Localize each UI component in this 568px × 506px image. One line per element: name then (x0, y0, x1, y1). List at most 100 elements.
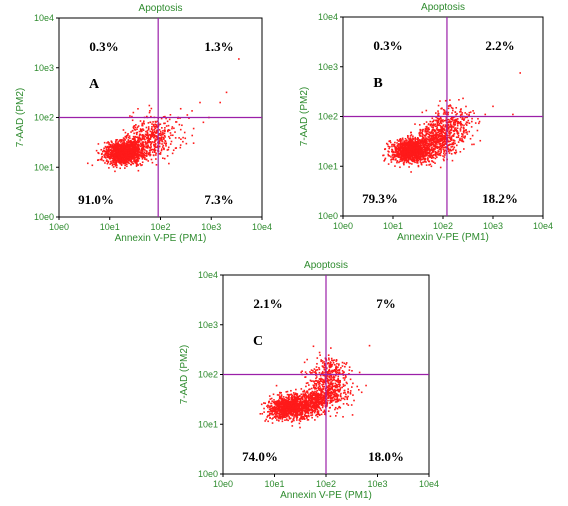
data-point (123, 145, 126, 148)
data-point (304, 411, 307, 413)
data-point (423, 134, 426, 137)
data-point (413, 144, 415, 146)
data-point (334, 390, 336, 393)
data-point (426, 144, 428, 147)
data-point (298, 403, 300, 405)
data-point (473, 112, 475, 115)
data-point (312, 390, 314, 393)
data-point (199, 101, 201, 104)
data-point (142, 155, 144, 157)
data-point (298, 409, 300, 412)
data-point (318, 388, 320, 391)
data-point (107, 151, 110, 153)
quadrant-upper-left-value: 0.3% (89, 39, 118, 54)
data-point (276, 415, 278, 417)
data-point (106, 145, 109, 148)
data-point (136, 154, 138, 156)
data-point (452, 116, 454, 119)
data-point (407, 155, 409, 158)
data-point (285, 407, 288, 409)
data-point (420, 148, 422, 150)
data-point (300, 393, 303, 396)
data-point (115, 163, 118, 166)
data-point (424, 153, 426, 155)
data-point (135, 124, 137, 126)
data-point (166, 120, 169, 123)
data-point (284, 408, 286, 411)
data-point (455, 149, 457, 152)
data-point (134, 141, 137, 144)
data-point (135, 158, 137, 161)
data-point (122, 137, 125, 139)
data-point (281, 399, 283, 401)
data-point (300, 404, 302, 407)
data-point (396, 142, 398, 144)
data-point (133, 132, 135, 135)
data-point (309, 388, 311, 390)
data-point (403, 161, 405, 164)
data-point (296, 416, 299, 418)
data-point (424, 158, 427, 161)
data-point (352, 382, 354, 385)
data-point (428, 131, 431, 134)
data-point (310, 414, 312, 417)
data-point (424, 134, 427, 137)
data-point (442, 137, 444, 140)
data-point (512, 113, 514, 116)
data-point (181, 124, 183, 127)
data-point (120, 148, 122, 151)
data-point (453, 140, 456, 142)
data-point (155, 130, 158, 132)
data-point (407, 140, 410, 143)
data-point (437, 119, 439, 121)
data-point (107, 156, 109, 158)
data-point (430, 139, 433, 142)
data-point (419, 130, 422, 132)
data-point (403, 155, 405, 158)
data-point (120, 160, 122, 163)
data-point (452, 143, 455, 146)
data-point (297, 398, 300, 401)
data-point (138, 147, 140, 150)
data-point (400, 147, 403, 150)
data-point (159, 130, 162, 133)
data-point (303, 395, 306, 397)
data-point (271, 413, 273, 416)
data-point (434, 153, 437, 155)
data-point (287, 406, 290, 409)
data-point (294, 400, 296, 403)
data-point (127, 136, 130, 139)
data-point (437, 115, 440, 117)
data-point (150, 142, 153, 145)
data-point (280, 405, 283, 408)
data-point (396, 148, 398, 150)
data-point (164, 115, 166, 118)
y-tick-label: 10e1 (198, 419, 218, 429)
data-point (404, 145, 407, 148)
data-point (290, 404, 293, 406)
data-point (298, 410, 301, 413)
data-point (136, 147, 138, 150)
data-point (418, 124, 421, 126)
data-point (125, 151, 127, 154)
data-point (303, 417, 305, 419)
data-point (437, 131, 439, 134)
data-point (147, 160, 150, 162)
data-point (436, 139, 438, 142)
data-point (284, 411, 287, 414)
data-point (169, 137, 171, 140)
data-point (392, 150, 394, 153)
data-point (143, 137, 146, 139)
data-point (429, 120, 432, 123)
data-point (111, 160, 114, 162)
data-point (436, 143, 438, 145)
data-point (455, 106, 458, 109)
data-point (422, 128, 424, 131)
data-point (407, 151, 410, 154)
data-point (442, 131, 445, 133)
data-point (414, 137, 417, 140)
data-point (413, 158, 416, 161)
data-point (432, 120, 435, 123)
data-point (329, 415, 332, 418)
data-point (113, 145, 115, 147)
